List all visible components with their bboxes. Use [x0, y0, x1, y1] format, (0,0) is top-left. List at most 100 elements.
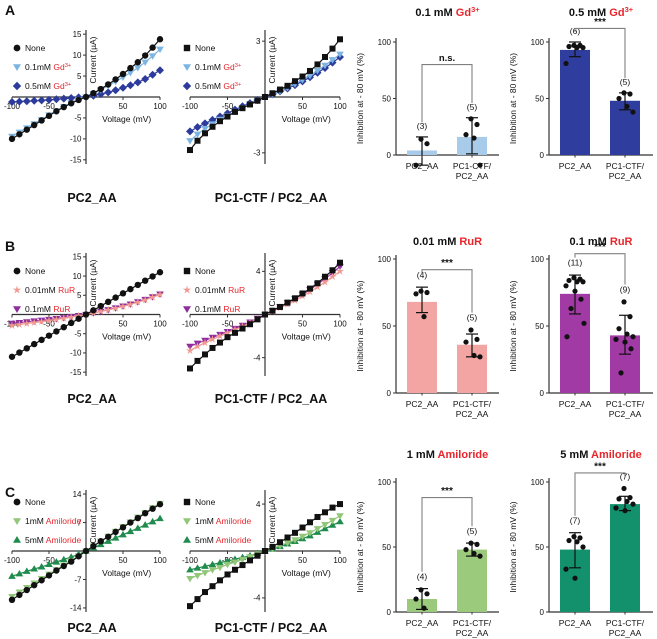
x-axis-label: Voltage (mV) [102, 114, 151, 124]
iv-plot-pc2aa-gd: -100 -50 50 100 15 10 5 -5 -10 -15 Current (µA) Vol… [0, 0, 170, 213]
bar [610, 504, 640, 612]
panel-label-b: B [5, 238, 16, 254]
tick-label: 100 [378, 478, 392, 487]
tick-label: 3 [256, 37, 261, 46]
tick-label: PC2_AA [456, 628, 489, 638]
tick-label: PC2_AA [559, 161, 592, 171]
legend-label-0: None [195, 266, 216, 276]
y-axis-label: Inhibition at - 80 mV (%) [508, 501, 518, 592]
data-points [463, 116, 483, 168]
category-label-1: PC1-CTF/PC2_AA [606, 618, 645, 638]
bar-group-1: (9) [610, 285, 640, 396]
significance-label: n.s. [439, 53, 455, 64]
category-label-0: PC2_AA [406, 399, 439, 409]
n-label: (3) [417, 121, 428, 131]
tick-label: 100 [531, 478, 545, 487]
significance-bracket [421, 497, 473, 572]
plot-title: PC1-CTF / PC2_AA [215, 392, 328, 406]
n-label: (5) [620, 77, 631, 87]
data-points [563, 42, 586, 67]
iv-plot-svg: -100 -50 50 100 3 -3 Current (µA) Voltage (mV) N… [182, 30, 347, 205]
tick-label: 7 [77, 518, 82, 527]
bar-group-0: (11) [560, 258, 590, 396]
bar [457, 549, 487, 612]
axes: -100 -50 50 100 3 -3 Current (µA) Voltage (mV) [182, 30, 347, 164]
tick-label: 50 [382, 94, 391, 103]
category-label-0: PC2_AA [559, 399, 592, 409]
tick-label: 0 [387, 608, 392, 617]
tick-label: -10 [70, 349, 82, 358]
y-axis-label: Current (µA) [267, 259, 277, 306]
plot-title: PC1-CTF / PC2_AA [215, 621, 328, 635]
series-0 [187, 259, 343, 372]
significance-bracket [574, 253, 626, 285]
x-axis-label: Voltage (mV) [282, 114, 331, 124]
tick-label: PC2_AA [406, 161, 439, 171]
tick-label: -15 [70, 156, 82, 165]
tick-label: 100 [531, 255, 545, 264]
significance-label: *** [594, 461, 606, 472]
tick-label: 4 [256, 267, 261, 276]
tick-label: 50 [535, 543, 544, 552]
iv-plot-pc1ctf-rur: -100 -50 50 100 4 -4 Current (µA) Voltage (mV) N… [170, 213, 350, 426]
tick-label: -3 [253, 149, 261, 158]
chart-title: 0.5 mM Gd3+ [569, 5, 634, 19]
legend-label-1: 1mM Amiloride [25, 516, 81, 526]
tick-label: PC2_AA [456, 409, 489, 419]
tick-label: -50 [43, 556, 55, 565]
tick-label: -5 [74, 114, 82, 123]
x-axis-label: Voltage (mV) [102, 332, 151, 342]
tick-label: PC2_AA [559, 618, 592, 628]
category-label-0: PC2_AA [559, 618, 592, 628]
series-0 [8, 269, 164, 360]
n-label: (9) [620, 285, 631, 295]
chart-title: 1 mM Amiloride [407, 449, 489, 461]
tick-label: 0 [387, 389, 392, 398]
tick-label: -5 [74, 330, 82, 339]
tick-label: -14 [70, 604, 82, 613]
chart-title: 0.01 mM RuR [413, 236, 482, 248]
legend-label-0: None [195, 43, 216, 53]
bar-chart-amiloride-high: 5 mM Amiloride 0 50 100 Inhibition at - 80 m… [503, 426, 657, 639]
tick-label: 100 [531, 38, 545, 47]
series-0 [8, 36, 164, 143]
iv-plot-pc1ctf-gd: -100 -50 50 100 3 -3 Current (µA) Voltage (mV) N… [170, 0, 350, 213]
tick-label: PC2_AA [609, 409, 642, 419]
bar-group-1: (5) [457, 313, 487, 396]
tick-label: 50 [298, 102, 307, 111]
legend: None 1mM Amiloride 5mM Amiloride [13, 497, 81, 545]
legend-label-2: 5mM Amiloride [25, 535, 81, 545]
tick-label: PC1-CTF/ [453, 618, 492, 628]
tick-label: -15 [70, 368, 82, 377]
category-label-0: PC2_AA [406, 618, 439, 628]
bar-chart-rur-high: 0.1 mM RuR 0 50 100 Inhibition at - 80 mV (%… [503, 213, 657, 426]
tick-label: PC1-CTF/ [606, 618, 645, 628]
chart-title: 0.1 mM Gd3+ [415, 5, 480, 19]
series-0 [187, 36, 343, 154]
category-label-0: PC2_AA [559, 161, 592, 171]
bar-chart-svg: 5 mM Amiloride 0 50 100 Inhibition at - 80 m… [508, 449, 653, 638]
y-axis-label: Current (µA) [88, 496, 98, 543]
data-points [413, 587, 430, 611]
bar-group-1: (5) [610, 77, 640, 158]
tick-label: 100 [153, 102, 167, 111]
tick-label: 50 [298, 320, 307, 329]
panel-label-c: C [5, 484, 16, 500]
plot-title: PC1-CTF / PC2_AA [215, 191, 328, 205]
iv-plot-svg: -100 -50 50 100 14 7 -7 -14 Current (µA) Voltage … [4, 490, 167, 635]
tick-label: 50 [119, 556, 128, 565]
n-label: (5) [467, 313, 478, 323]
legend-label-2: 0.5mM Gd3+ [195, 81, 242, 91]
tick-label: PC1-CTF/ [606, 399, 645, 409]
y-axis-label: Current (µA) [267, 36, 277, 83]
tick-label: PC2_AA [456, 171, 489, 181]
x-axis-label: Voltage (mV) [282, 332, 331, 342]
tick-label: -100 [182, 556, 199, 565]
significance-bracket [574, 472, 626, 516]
legend-label-2: 5mM Amiloride [195, 535, 251, 545]
y-axis-label: Inhibition at - 80 mV (%) [355, 280, 365, 371]
legend: None 1mM Amiloride 5mM Amiloride [183, 497, 251, 545]
tick-label: 5 [77, 291, 82, 300]
